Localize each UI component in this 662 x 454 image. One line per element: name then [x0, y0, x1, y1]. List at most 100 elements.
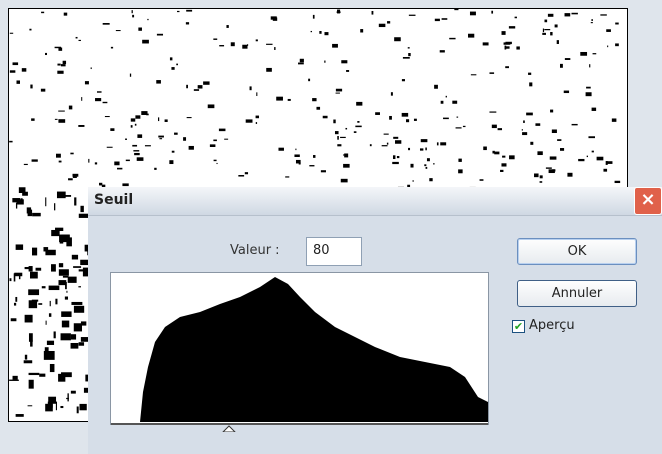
image-speck — [335, 88, 343, 92]
image-speck — [276, 96, 283, 101]
image-speck — [408, 53, 411, 57]
image-speck — [144, 145, 151, 147]
image-speck — [49, 363, 55, 373]
image-speck — [46, 340, 55, 345]
image-speck — [544, 19, 548, 23]
image-speck — [552, 169, 556, 172]
image-speck — [164, 119, 168, 122]
image-speck — [78, 213, 89, 218]
image-speck — [62, 275, 69, 278]
image-speck — [516, 46, 520, 50]
image-speck — [420, 139, 428, 143]
image-speck — [559, 63, 563, 68]
image-speck — [138, 27, 142, 31]
image-speck — [171, 150, 175, 153]
image-speck — [266, 67, 272, 72]
image-speck — [44, 347, 49, 352]
image-speck — [58, 47, 63, 51]
image-speck — [24, 314, 33, 323]
image-speck — [84, 81, 89, 85]
threshold-slider[interactable] — [222, 425, 236, 432]
image-speck — [45, 197, 47, 207]
image-speck — [78, 286, 81, 288]
image-speck — [12, 375, 18, 380]
image-speck — [193, 89, 200, 91]
histogram-shape — [140, 277, 488, 422]
image-speck — [505, 66, 509, 69]
image-speck — [10, 318, 17, 322]
image-speck — [28, 333, 33, 342]
image-speck — [24, 266, 31, 270]
image-speck — [335, 92, 340, 94]
ok-button[interactable]: OK — [517, 238, 637, 265]
image-speck — [80, 321, 87, 326]
image-speck — [509, 155, 515, 160]
image-speck — [55, 401, 57, 411]
image-speck — [48, 313, 52, 317]
image-speck — [425, 147, 427, 151]
image-speck — [591, 107, 597, 111]
preview-checkbox[interactable]: ✔ — [512, 320, 525, 333]
image-speck — [479, 179, 484, 181]
image-speck — [43, 247, 49, 252]
image-speck — [110, 46, 114, 49]
image-speck — [482, 42, 489, 46]
image-speck — [343, 163, 350, 168]
image-speck — [47, 401, 53, 408]
image-speck — [110, 128, 115, 131]
image-speck — [177, 10, 180, 13]
image-speck — [58, 110, 65, 112]
image-speck — [560, 148, 565, 151]
image-speck — [247, 44, 249, 46]
image-speck — [551, 129, 557, 134]
image-speck — [18, 187, 26, 194]
image-speck — [76, 406, 79, 414]
image-speck — [501, 31, 506, 35]
close-button[interactable]: × — [634, 187, 662, 215]
image-speck — [375, 112, 380, 115]
image-speck — [324, 32, 329, 36]
image-speck — [59, 234, 70, 243]
image-speck — [62, 60, 67, 65]
image-speck — [542, 32, 546, 35]
image-speck — [549, 156, 557, 160]
image-speck — [203, 81, 210, 85]
image-speck — [27, 405, 33, 407]
image-speck — [497, 128, 503, 131]
image-speck — [55, 153, 61, 158]
image-speck — [70, 342, 79, 349]
image-speck — [333, 119, 336, 124]
image-speck — [176, 63, 178, 66]
image-speck — [341, 60, 348, 64]
image-speck — [591, 19, 593, 21]
image-speck — [249, 86, 252, 91]
image-speck — [171, 67, 175, 70]
image-speck — [73, 323, 83, 332]
image-speck — [585, 92, 592, 97]
image-speck — [494, 151, 500, 155]
image-speck — [434, 18, 440, 22]
image-speck — [492, 150, 495, 154]
image-speck — [104, 116, 110, 118]
image-speck — [526, 112, 533, 116]
image-speck — [332, 43, 338, 48]
image-speck — [159, 138, 163, 140]
image-speck — [20, 198, 23, 200]
image-speck — [557, 139, 562, 141]
image-speck — [219, 45, 225, 47]
image-speck — [255, 122, 258, 124]
image-speck — [27, 209, 33, 217]
image-speck — [70, 334, 77, 340]
image-speck — [134, 123, 137, 126]
image-speck — [491, 10, 494, 14]
image-speck — [62, 315, 68, 317]
value-input[interactable]: 80 — [306, 237, 362, 266]
image-speck — [319, 30, 322, 34]
cancel-button[interactable]: Annuler — [517, 280, 637, 307]
image-speck — [589, 64, 591, 68]
image-speck — [16, 80, 20, 84]
image-speck — [410, 163, 414, 168]
image-speck — [491, 124, 497, 129]
image-speck — [31, 159, 38, 162]
image-speck — [15, 244, 24, 250]
